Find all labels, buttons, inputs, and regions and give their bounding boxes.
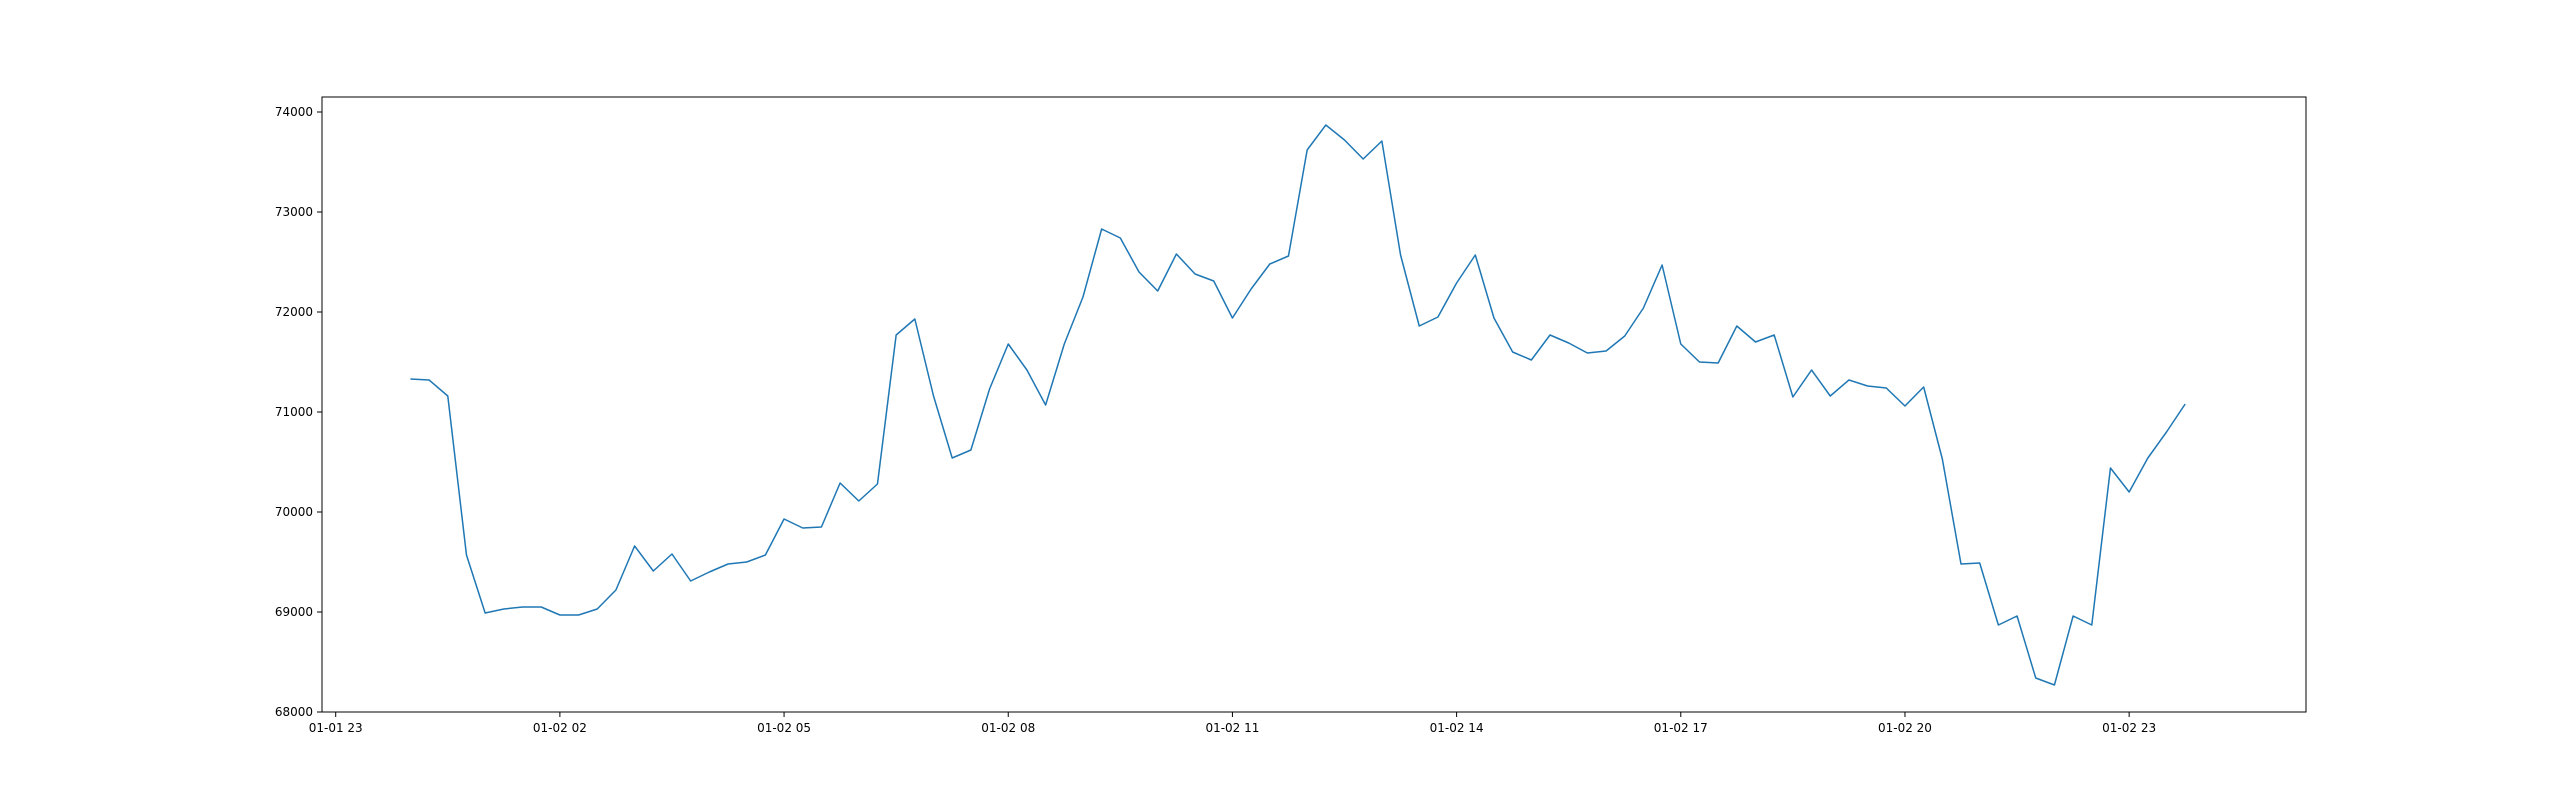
x-tick-label: 01-02 23: [2102, 721, 2156, 735]
x-tick-label: 01-02 20: [1878, 721, 1932, 735]
x-tick-label: 01-02 14: [1430, 721, 1484, 735]
x-tick-label: 01-02 11: [1205, 721, 1259, 735]
y-tick-label: 69000: [275, 605, 313, 619]
x-tick-label: 01-02 05: [757, 721, 811, 735]
y-tick-label: 70000: [275, 505, 313, 519]
x-tick-label: 01-02 08: [981, 721, 1035, 735]
x-tick-label: 01-02 17: [1654, 721, 1708, 735]
y-tick-label: 71000: [275, 405, 313, 419]
series-line: [410, 124, 2186, 686]
x-axis: 01-01 23 01-02 02 01-02 05 01-02 08 01-02 11…: [309, 712, 2156, 735]
y-tick-label: 74000: [275, 105, 313, 119]
plot-area: [322, 97, 2306, 712]
y-tick-label: 68000: [275, 705, 313, 719]
x-tick-label: 01-01 23: [309, 721, 363, 735]
x-tick-label: 01-02 02: [533, 721, 587, 735]
y-axis: 68000 69000 70000 71000 72000 73000 74000: [275, 105, 322, 719]
y-tick-label: 73000: [275, 205, 313, 219]
y-tick-label: 72000: [275, 305, 313, 319]
plot-frame: [321, 96, 2307, 713]
